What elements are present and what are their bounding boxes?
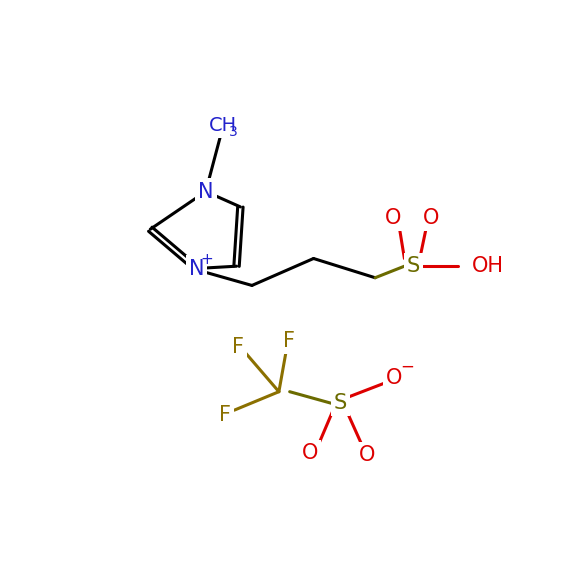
Text: OH: OH bbox=[471, 256, 504, 276]
Text: F: F bbox=[283, 331, 295, 351]
Text: F: F bbox=[232, 337, 244, 357]
Text: O: O bbox=[302, 443, 318, 463]
Text: O: O bbox=[384, 208, 401, 228]
Text: S: S bbox=[407, 256, 420, 276]
Text: CH: CH bbox=[208, 116, 237, 135]
Text: +: + bbox=[200, 252, 213, 267]
Text: O: O bbox=[386, 368, 403, 388]
Text: O: O bbox=[423, 208, 438, 228]
Text: −: − bbox=[400, 358, 414, 376]
Text: N: N bbox=[189, 258, 204, 279]
Text: O: O bbox=[359, 445, 376, 465]
Text: 3: 3 bbox=[229, 125, 238, 139]
Text: S: S bbox=[334, 393, 347, 413]
Text: F: F bbox=[219, 405, 231, 425]
Text: N: N bbox=[198, 182, 214, 201]
